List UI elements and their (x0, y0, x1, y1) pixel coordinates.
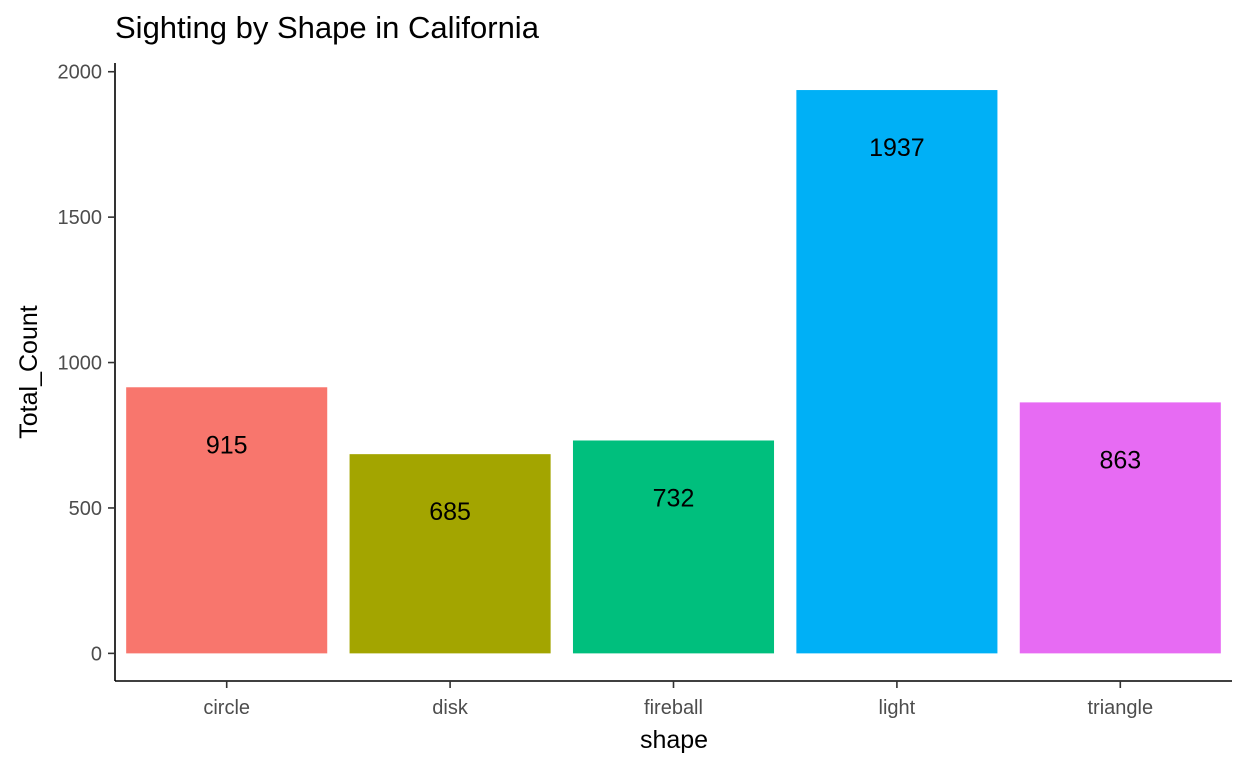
bar-disk (349, 454, 551, 654)
x-axis-title: shape (640, 726, 708, 754)
x-tick-label-circle: circle (203, 697, 250, 719)
bar-triangle (1019, 402, 1221, 654)
chart-title: Sighting by Shape in California (115, 10, 539, 45)
bar-light (796, 90, 998, 654)
x-tick-label-fireball: fireball (644, 697, 703, 719)
x-tick-label-light: light (879, 697, 916, 719)
bar-circle (126, 387, 328, 654)
y-tick-label-1500: 1500 (58, 207, 103, 229)
bars-layer (126, 90, 1221, 654)
y-tick-label-1000: 1000 (58, 353, 103, 375)
x-axis-ticks: circle disk fireball light triangle (203, 681, 1153, 719)
y-tick-label-500: 500 (69, 498, 102, 520)
x-tick-label-triangle: triangle (1087, 697, 1153, 719)
data-labels-layer: 915 685 732 1937 863 (206, 134, 1141, 526)
bar-label-light: 1937 (869, 134, 925, 162)
y-tick-label-0: 0 (91, 643, 102, 665)
y-tick-label-2000: 2000 (58, 62, 103, 84)
bar-label-circle: 915 (206, 431, 248, 459)
y-axis-ticks: 0 500 1000 1500 2000 (58, 62, 115, 665)
x-tick-label-disk: disk (432, 697, 469, 719)
bar-label-fireball: 732 (653, 484, 695, 512)
bar-fireball (572, 440, 775, 654)
bar-label-disk: 685 (429, 498, 471, 526)
y-axis-title: Total_Count (15, 305, 43, 438)
bar-label-triangle: 863 (1099, 446, 1141, 474)
